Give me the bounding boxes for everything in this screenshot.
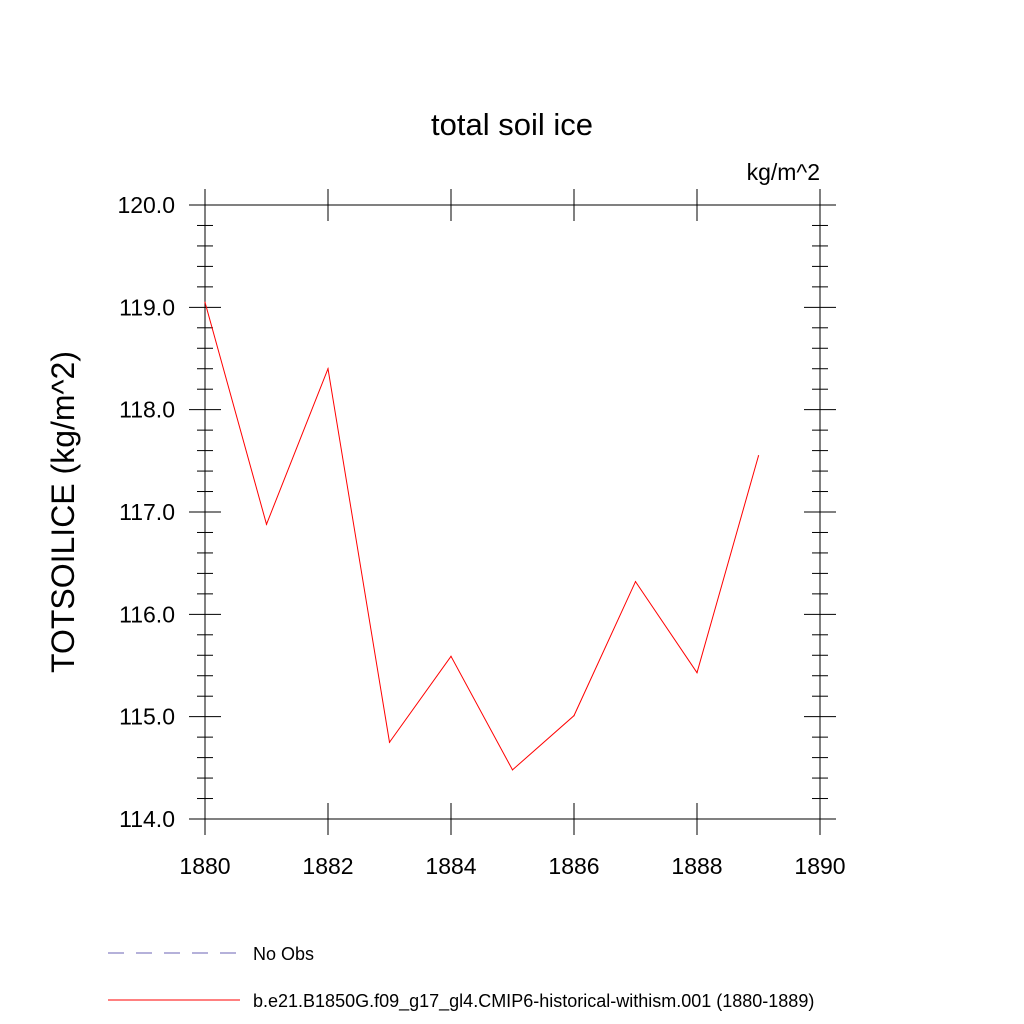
x-tick-label: 1880 xyxy=(179,853,230,879)
y-tick-label: 118.0 xyxy=(119,397,175,423)
legend-label-no-obs: No Obs xyxy=(253,944,314,964)
series-point xyxy=(450,655,452,657)
series-layer xyxy=(204,301,760,771)
axis-ticks xyxy=(189,189,836,835)
series-point xyxy=(265,523,268,525)
y-tick-label: 120.0 xyxy=(117,192,175,218)
units-label: kg/m^2 xyxy=(747,159,820,185)
chart-title: total soil ice xyxy=(431,107,593,142)
x-tick-label: 1888 xyxy=(671,853,722,879)
plot-area: 114.0 115.0 116.0 117.0 118.0 119.0 120.0 1880 1… xyxy=(117,189,846,879)
y-axis-label: TOTSOILICE (kg/m^2) xyxy=(45,351,81,673)
x-tick-label: 1882 xyxy=(302,853,353,879)
series-line-1 xyxy=(204,302,759,771)
legend: No Obs b.e21.B1850G.f09_g17_gl4.CMIP6-hi… xyxy=(108,944,814,1012)
series-point xyxy=(511,769,514,771)
tick-labels: 114.0 115.0 116.0 117.0 118.0 119.0 120.0 1880 1… xyxy=(117,192,845,879)
series-point xyxy=(388,741,391,743)
series-point xyxy=(327,368,329,370)
series-point xyxy=(204,301,206,303)
x-tick-label: 1884 xyxy=(425,853,476,879)
y-tick-label: 119.0 xyxy=(119,294,175,320)
y-tick-label: 116.0 xyxy=(119,601,175,627)
y-tick-label: 117.0 xyxy=(119,499,175,525)
series-point xyxy=(696,672,698,674)
series-point xyxy=(757,455,760,457)
plot-frame xyxy=(204,204,821,820)
y-tick-label: 115.0 xyxy=(119,704,175,730)
series-point xyxy=(634,580,637,583)
series-point xyxy=(573,715,575,717)
legend-label-model-run: b.e21.B1850G.f09_g17_gl4.CMIP6-historica… xyxy=(253,991,814,1012)
y-tick-label: 114.0 xyxy=(119,806,175,832)
x-tick-label: 1890 xyxy=(794,853,845,879)
x-tick-label: 1886 xyxy=(548,853,599,879)
